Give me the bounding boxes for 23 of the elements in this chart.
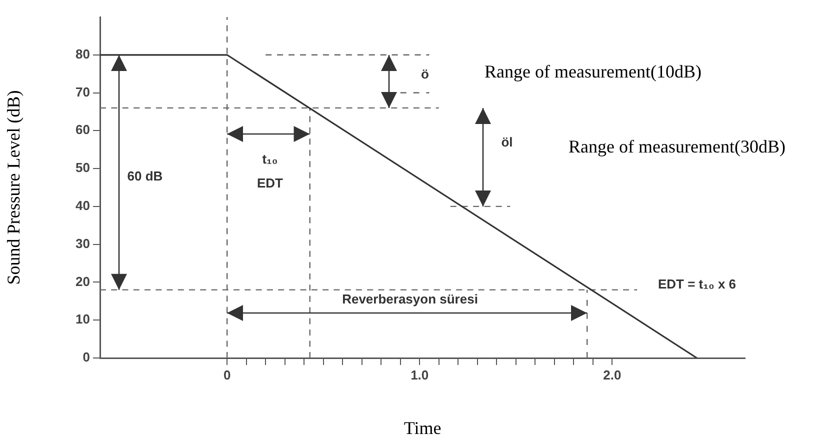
- annotation: EDT: [257, 176, 284, 191]
- x-axis-title: Time: [404, 418, 442, 438]
- annotation: t₁₀: [262, 152, 278, 167]
- annotation: 60 dB: [127, 168, 163, 184]
- y-tick-label: 60: [76, 122, 90, 138]
- y-tick-label: 30: [76, 236, 90, 251]
- y-tick-label: 0: [82, 350, 90, 365]
- y-axis-title: Sound Pressure Level (dB): [4, 90, 24, 285]
- annotation: Range of measurement(30dB): [568, 136, 786, 157]
- x-tick-label: 2.0: [603, 367, 622, 382]
- annotation: öl: [501, 134, 513, 150]
- y-tick-label: 40: [76, 198, 90, 214]
- x-tick-label: 0: [223, 367, 231, 382]
- annotation: ö: [421, 66, 430, 82]
- annotation: Range of measurement(10dB): [484, 62, 702, 82]
- x-tick-label: 1.0: [410, 367, 429, 382]
- y-tick-label: 10: [76, 312, 90, 327]
- y-tick-label: 80: [76, 46, 90, 62]
- y-tick-label: 70: [76, 84, 90, 100]
- annotation: EDT = t₁₀ x 6: [658, 276, 736, 292]
- y-tick-label: 20: [76, 274, 90, 289]
- y-tick-label: 50: [76, 160, 90, 176]
- annotation: Reverberasyon süresi: [342, 292, 478, 307]
